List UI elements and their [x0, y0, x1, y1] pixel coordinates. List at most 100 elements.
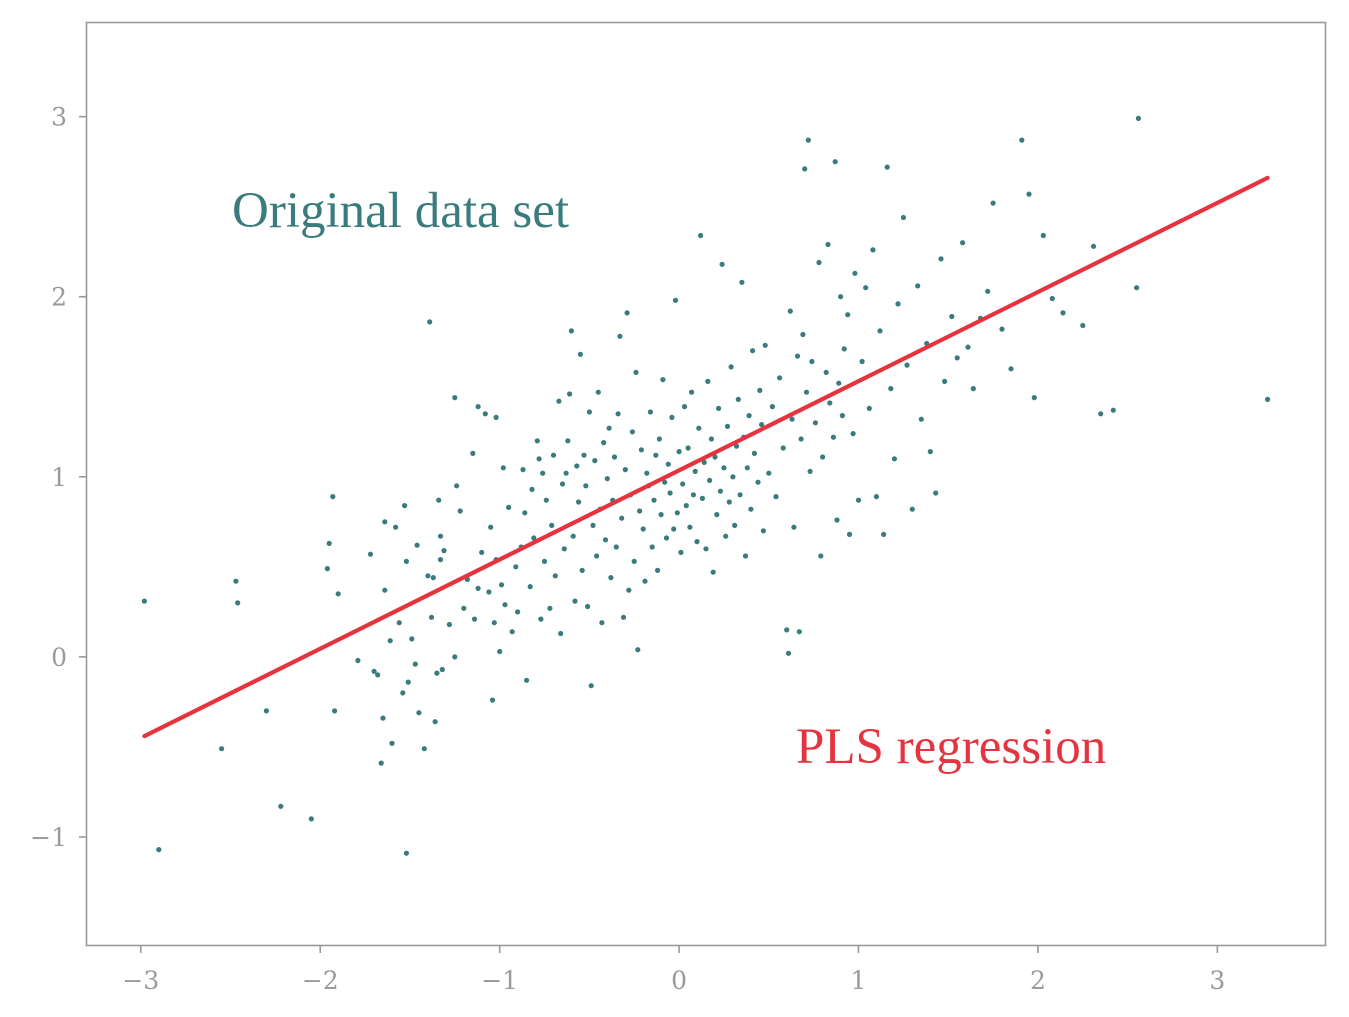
- data-point: [800, 331, 806, 338]
- data-point: [708, 436, 715, 442]
- data-point: [1049, 295, 1055, 302]
- annotation-original-data-set: Original data set: [232, 183, 569, 239]
- data-point: [446, 621, 452, 628]
- data-point: [762, 342, 768, 348]
- data-point: [915, 283, 921, 289]
- data-point: [827, 400, 833, 406]
- data-point: [488, 524, 494, 530]
- data-point: [723, 533, 729, 539]
- data-point: [716, 405, 722, 411]
- data-point: [452, 654, 458, 660]
- data-point: [744, 465, 750, 471]
- data-point: [619, 515, 625, 521]
- data-point: [649, 544, 655, 550]
- data-point: [601, 440, 607, 446]
- data-point: [712, 454, 718, 460]
- data-point: [733, 443, 740, 449]
- data-point: [579, 567, 585, 574]
- y-tick-label: 0: [51, 643, 67, 672]
- data-point: [877, 328, 883, 334]
- data-point: [825, 241, 831, 248]
- data-point: [371, 668, 377, 674]
- data-point: [850, 431, 856, 437]
- data-point: [1040, 232, 1046, 239]
- data-point: [475, 585, 481, 592]
- data-point: [235, 600, 241, 606]
- data-point: [742, 553, 749, 559]
- data-point: [832, 159, 838, 165]
- data-point: [683, 503, 689, 509]
- data-point: [820, 454, 826, 460]
- data-point: [707, 477, 713, 483]
- data-point: [141, 598, 147, 604]
- data-point: [866, 405, 872, 411]
- x-tick-label: 1: [851, 966, 867, 995]
- data-point: [909, 506, 915, 512]
- data-point: [748, 506, 754, 512]
- data-point: [520, 467, 526, 473]
- data-point: [836, 380, 842, 386]
- data-point: [780, 445, 786, 451]
- data-point: [705, 378, 711, 384]
- data-point: [515, 609, 521, 615]
- data-point: [457, 508, 463, 514]
- data-point: [640, 526, 646, 532]
- data-point: [452, 395, 458, 401]
- data-point: [437, 557, 444, 563]
- data-point: [863, 285, 869, 291]
- data-point: [522, 510, 528, 516]
- data-point: [755, 479, 761, 485]
- pls-regression-line: [142, 175, 1270, 739]
- data-point: [529, 486, 535, 492]
- data-point: [572, 598, 578, 604]
- data-point: [409, 636, 415, 642]
- data-point: [985, 288, 991, 294]
- data-point: [432, 719, 438, 725]
- data-point: [653, 452, 659, 458]
- data-point: [873, 494, 880, 500]
- data-point: [437, 533, 444, 539]
- x-tick-label: 3: [1209, 966, 1225, 995]
- data-point: [689, 389, 695, 395]
- data-point: [789, 416, 795, 422]
- data-point: [421, 746, 427, 752]
- x-tick-label: 0: [671, 966, 687, 995]
- data-point: [541, 558, 548, 565]
- data-point: [658, 511, 664, 518]
- y-axis: −1 0 1 2 3: [30, 103, 87, 852]
- data-point: [402, 503, 408, 509]
- data-point: [263, 708, 269, 714]
- data-point: [970, 386, 976, 392]
- data-point: [960, 240, 966, 246]
- data-point: [805, 137, 811, 143]
- data-point: [393, 524, 399, 530]
- data-point: [699, 495, 706, 501]
- data-point: [651, 497, 657, 503]
- data-point: [803, 389, 810, 395]
- data-point: [549, 522, 555, 529]
- data-point: [703, 546, 709, 552]
- data-point: [471, 616, 478, 622]
- data-point: [900, 214, 907, 221]
- data-point: [760, 528, 767, 534]
- data-point: [737, 492, 743, 498]
- data-point: [1060, 310, 1066, 316]
- data-point: [1080, 322, 1086, 329]
- data-point: [412, 661, 418, 667]
- data-point: [400, 690, 406, 696]
- data-point: [798, 436, 804, 442]
- data-point: [491, 620, 497, 626]
- data-point: [721, 465, 727, 471]
- data-point: [622, 467, 628, 473]
- data-point: [382, 519, 388, 525]
- data-point: [954, 355, 960, 361]
- data-point: [757, 387, 763, 393]
- data-point: [538, 616, 544, 622]
- data-point: [870, 247, 876, 253]
- data-point: [777, 375, 783, 381]
- data-point: [671, 526, 677, 532]
- data-point: [570, 533, 576, 539]
- data-point: [540, 470, 546, 476]
- data-point: [735, 396, 741, 402]
- data-point: [638, 447, 645, 453]
